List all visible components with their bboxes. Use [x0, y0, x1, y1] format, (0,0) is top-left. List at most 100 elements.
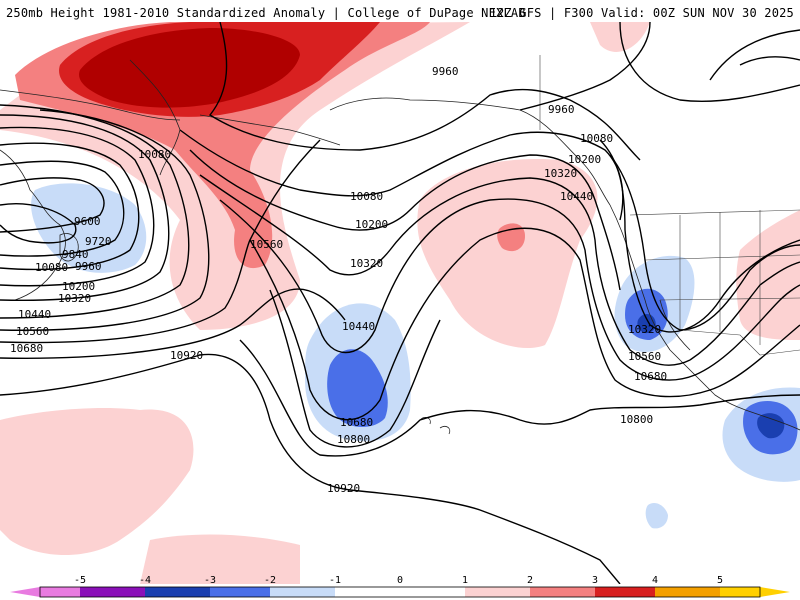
colorbar-segment-p5 [720, 587, 760, 597]
anomaly-positive-1-sw [0, 408, 194, 555]
contour-label: 10440 [18, 308, 51, 321]
anomaly-positive-1-sw2 [18, 474, 71, 513]
contour-label: 10200 [568, 153, 601, 166]
map-title: 250mb Height 1981-2010 Standardized Anom… [6, 6, 526, 20]
contour-10320-west [0, 104, 190, 319]
contour-label: 10320 [350, 257, 383, 270]
contour-9600 [0, 203, 77, 244]
contour-10800-central [239, 339, 800, 457]
colorbar-segment-m5 [40, 587, 80, 597]
contour-10200-east [609, 154, 800, 331]
contour-9960-east [519, 22, 651, 111]
contour-label: 10320 [58, 292, 91, 305]
map-svg: 9960 9960 9960 10080 10080 10080 10080 1… [0, 22, 800, 584]
colorbar-segment-p1 [465, 587, 530, 597]
contour-9960-north [208, 22, 641, 161]
contour-10440-west [0, 109, 210, 331]
contour-label: 9960 [75, 260, 102, 273]
contour-label: 10560 [250, 238, 283, 251]
colorbar-segment-m1 [270, 587, 335, 597]
contour-labels: 9960 9960 9960 10080 10080 10080 10080 1… [10, 65, 667, 495]
coast-baja [659, 299, 691, 351]
contour-label: 10920 [170, 349, 203, 362]
contour-10080-east [599, 139, 800, 333]
height-anomaly-map: 9960 9960 9960 10080 10080 10080 10080 1… [0, 22, 800, 584]
contour-label: 9960 [548, 103, 575, 116]
colorbar-segment-p3 [595, 587, 655, 597]
anomaly-positive-1-central [417, 159, 598, 348]
colorbar-segment-p2 [530, 587, 595, 597]
colorbar-segment-m2 [210, 587, 270, 597]
contour-label: 10920 [327, 482, 360, 495]
contour-label: 10080 [580, 132, 613, 145]
contour-10560-central [249, 227, 711, 421]
contour-label: 9600 [74, 215, 101, 228]
contour-label: 10800 [620, 413, 653, 426]
colorbar-arrow-right [760, 587, 790, 597]
coast-siberia [0, 89, 181, 121]
anomaly-positive-2-central [497, 223, 525, 252]
contour-label: 10680 [10, 342, 43, 355]
colorbar-tick: -3 [203, 575, 217, 586]
contour-10560-east [709, 324, 800, 391]
colorbar-segment-zero [335, 587, 465, 597]
contour-9960-west [0, 142, 140, 271]
anomaly-negative-2-central [327, 349, 388, 427]
anomaly-negative-1-small [645, 503, 668, 529]
contour-label: 10440 [342, 320, 375, 333]
contour-9720 [0, 177, 105, 233]
anomaly-shading [0, 22, 800, 584]
colorbar-tick: 5 [716, 575, 724, 586]
coast-mexico [669, 349, 800, 431]
political-borders [539, 55, 800, 356]
anomaly-negative-3-se [757, 413, 785, 439]
colorbar-tick: -4 [138, 575, 152, 586]
border-us-mexico [679, 329, 800, 356]
colorbar-tick: 4 [651, 575, 659, 586]
contour-label: 10320 [628, 323, 661, 336]
contour-10200-north [189, 149, 621, 291]
colorbar-tick: 0 [396, 575, 404, 586]
anomaly-colorbar [10, 586, 790, 598]
contour-10440-central [219, 198, 696, 381]
coast-aleutians [199, 114, 341, 146]
coast-bc [609, 204, 671, 351]
contour-label: 10080 [138, 148, 171, 161]
colorbar-arrow-left [10, 587, 40, 597]
contour-label: 10680 [340, 416, 373, 429]
contour-label: 10560 [628, 350, 661, 363]
colorbar-tick: -5 [73, 575, 87, 586]
contour-label: 10680 [634, 370, 667, 383]
contour-label: 10200 [62, 280, 95, 293]
contour-9840 [0, 160, 125, 257]
contour-10680-central [269, 289, 441, 448]
contour-label: 10800 [337, 433, 370, 446]
contour-10200-west [0, 114, 170, 301]
coast-east-asia [0, 149, 66, 301]
contour-10320-east [689, 261, 800, 361]
contour-10560-west [0, 139, 321, 344]
contour-label: 10440 [560, 190, 593, 203]
model-run-info: 12Z GFS | F300 Valid: 00Z SUN NOV 30 202… [489, 6, 794, 20]
coast-alaska [329, 97, 611, 206]
anomaly-positive-1-south [140, 534, 300, 584]
contour-label: 9840 [62, 248, 89, 261]
contour-label: 10080 [350, 190, 383, 203]
colorbar-segment-m4 [80, 587, 145, 597]
colorbar-segment-p4 [655, 587, 720, 597]
contour-label: 10200 [355, 218, 388, 231]
contour-10440-east [694, 284, 800, 376]
colorbar-tick: 3 [591, 575, 599, 586]
contour-label: 10320 [544, 167, 577, 180]
colorbar-segment-m3 [145, 587, 210, 597]
contour-label: 9960 [432, 65, 459, 78]
contour-label: 10560 [16, 325, 49, 338]
contour-10320-north [199, 174, 691, 366]
coast-japan [59, 233, 79, 262]
border-us-canada [629, 209, 800, 216]
anomaly-positive-1-ne [590, 22, 650, 52]
contour-10680-west [0, 288, 346, 359]
contour-ne-1 [619, 22, 800, 103]
contour-label: 10080 [35, 261, 68, 274]
